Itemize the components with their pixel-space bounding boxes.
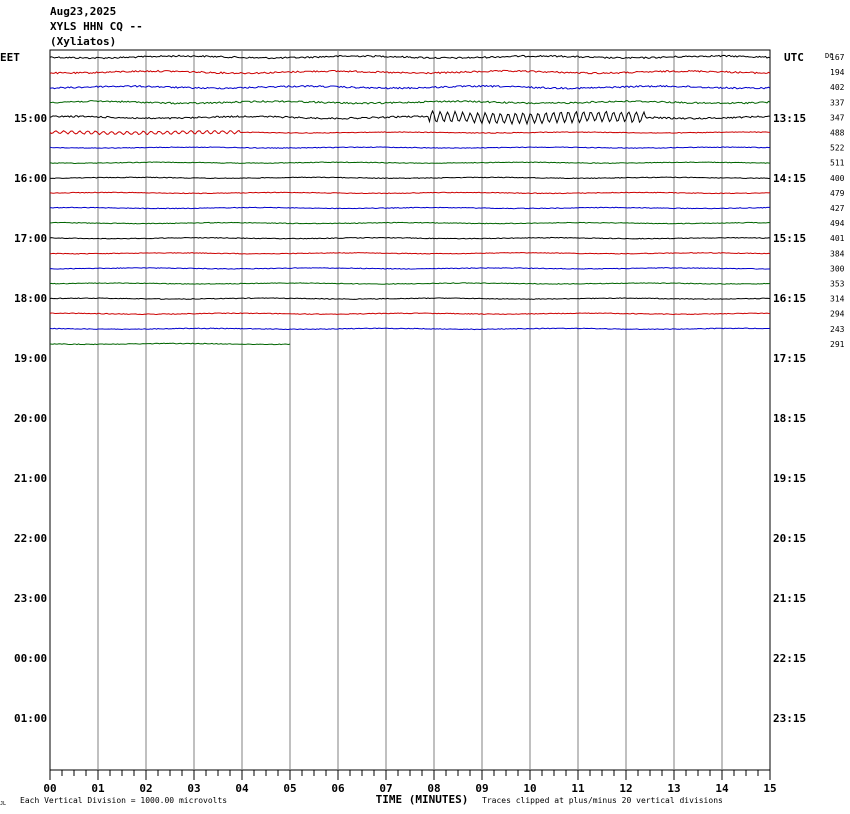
- utc-hour-label: 15:15: [773, 232, 806, 245]
- utc-hour-label: 22:15: [773, 652, 806, 665]
- utc-label: UTC: [784, 51, 804, 64]
- seismic-trace: [49, 54, 771, 60]
- x-tick-label: 03: [187, 782, 200, 795]
- seismic-trace: [49, 267, 771, 270]
- dc-offset-label: 494: [830, 219, 845, 228]
- eet-hour-label: 18:00: [14, 292, 47, 305]
- x-tick-label: 07: [379, 782, 392, 795]
- seismic-trace: [49, 176, 771, 180]
- utc-hour-label: 20:15: [773, 532, 806, 545]
- seismic-trace: [49, 282, 771, 285]
- x-tick-label: 02: [139, 782, 152, 795]
- station-site: (Xyliatos): [50, 35, 117, 48]
- eet-hour-label: 15:00: [14, 112, 47, 125]
- x-tick-label: 06: [331, 782, 345, 795]
- eet-hour-label: 19:00: [14, 352, 47, 365]
- dc-offset-label: 314: [830, 295, 845, 304]
- eet-hour-label: 23:00: [14, 592, 47, 605]
- scale-footnote: Each Vertical Division = 1000.00 microvo…: [20, 796, 227, 805]
- eet-hour-label: 21:00: [14, 472, 47, 485]
- dc-offset-label: 384: [830, 249, 845, 258]
- eet-hour-label: 00:00: [14, 652, 47, 665]
- utc-hour-label: 13:15: [773, 112, 806, 125]
- dc-offset-label: 402: [830, 83, 845, 92]
- seismic-trace: [49, 327, 771, 331]
- eet-label: EET: [0, 51, 20, 64]
- seismic-trace: [49, 236, 771, 240]
- dc-offset-label: 347: [830, 113, 845, 122]
- x-axis-title: TIME (MINUTES): [376, 793, 469, 806]
- seismic-trace: [49, 84, 771, 90]
- x-tick-label: 09: [475, 782, 488, 795]
- seismic-trace: [49, 161, 771, 164]
- eet-hour-label: 17:00: [14, 232, 47, 245]
- seismic-trace: [49, 69, 771, 75]
- dc-offset-label: 337: [830, 98, 845, 107]
- x-tick-label: 00: [43, 782, 56, 795]
- utc-hour-label: 14:15: [773, 172, 806, 185]
- seismic-trace: [49, 221, 771, 225]
- seismic-trace: [49, 297, 771, 300]
- x-tick-label: 01: [91, 782, 105, 795]
- utc-hour-label: 19:15: [773, 472, 806, 485]
- dc-offset-label: 243: [830, 325, 845, 334]
- seismic-trace: [49, 109, 770, 126]
- x-tick-label: 12: [619, 782, 632, 795]
- dc-offset-label: 353: [830, 280, 845, 289]
- dc-offset-label: 294: [830, 310, 845, 319]
- eet-hour-label: 01:00: [14, 712, 47, 725]
- x-tick-label: 05: [283, 782, 296, 795]
- x-tick-label: 04: [235, 782, 249, 795]
- x-tick-label: 11: [571, 782, 585, 795]
- clip-footnote: Traces clipped at plus/minus 20 vertical…: [482, 796, 723, 805]
- x-tick-label: 14: [715, 782, 729, 795]
- eet-hour-label: 22:00: [14, 532, 47, 545]
- utc-hour-label: 16:15: [773, 292, 806, 305]
- dc-offset-label: 511: [830, 159, 845, 168]
- corner-mark: JL: [0, 801, 6, 807]
- seismic-trace: [49, 191, 771, 195]
- dc-offset-label: 479: [830, 189, 845, 198]
- dc-offset-label: 400: [830, 174, 845, 183]
- eet-hour-label: 16:00: [14, 172, 47, 185]
- utc-hour-label: 23:15: [773, 712, 806, 725]
- dc-offset-label: 401: [830, 234, 845, 243]
- dc-offset-label: 167: [830, 53, 845, 62]
- utc-hour-label: 17:15: [773, 352, 806, 365]
- x-tick-label: 08: [427, 782, 440, 795]
- plot-frame: [49, 49, 771, 771]
- utc-hour-label: 18:15: [773, 412, 806, 425]
- dc-offset-label: 522: [830, 144, 845, 153]
- chart-date: Aug23,2025: [50, 5, 117, 18]
- utc-hour-label: 21:15: [773, 592, 806, 605]
- seismic-trace: [49, 312, 771, 315]
- seismic-trace: [49, 252, 771, 255]
- dc-offset-label: 300: [830, 264, 845, 273]
- seismic-trace: [49, 146, 771, 149]
- dc-offset-label: 427: [830, 204, 845, 213]
- seismic-trace: [49, 100, 771, 105]
- eet-hour-label: 20:00: [14, 412, 47, 425]
- dc-offset-label: 291: [830, 340, 845, 349]
- dc-label: DC: [825, 52, 833, 60]
- x-tick-label: 15: [763, 782, 776, 795]
- x-tick-label: 10: [523, 782, 536, 795]
- dc-offset-label: 488: [830, 129, 845, 138]
- x-tick-label: 13: [667, 782, 680, 795]
- seismic-trace: [49, 129, 771, 136]
- station-code: XYLS HHN CQ --: [50, 20, 143, 33]
- dc-offset-label: 194: [830, 68, 845, 77]
- seismic-trace: [49, 206, 770, 210]
- seismic-trace: [49, 342, 291, 346]
